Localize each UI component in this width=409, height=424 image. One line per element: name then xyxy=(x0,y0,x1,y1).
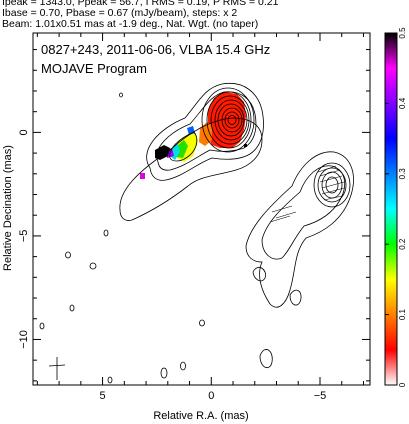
plot-frame xyxy=(32,32,371,386)
noise-contour-a xyxy=(119,92,123,98)
noise-contour-d xyxy=(89,262,97,270)
x-axis-label: Relative R.A. (mas) xyxy=(153,410,248,422)
colorbar-tick-label: 0.4 xyxy=(398,97,407,109)
y-tick-label: −10 xyxy=(18,330,30,349)
core-contour-1 xyxy=(201,87,255,153)
y-axis-label: Relative Decination (mas) xyxy=(2,145,14,271)
x-tick-label: −5 xyxy=(314,390,327,402)
image-region xyxy=(39,82,354,384)
x-tick-label: 5 xyxy=(100,390,106,402)
axis-tick-labels: 5 0 −5 0 −5 −10 xyxy=(18,129,326,402)
noise-contour-g xyxy=(199,319,205,327)
header-line-3: Beam: 1.01x0.51 mas at -1.9 deg., Nat. W… xyxy=(2,18,259,30)
core-contour-6 xyxy=(221,107,243,133)
header-line-2: Ibase = 0.70, Pbase = 0.67 (mJy/beam), s… xyxy=(2,7,238,19)
polarization-jet-colors xyxy=(140,92,247,179)
pol-red-core xyxy=(208,92,246,148)
knot-pol-vectors xyxy=(269,165,345,223)
knot-contour-1 xyxy=(313,162,351,208)
colorbar-tick-label: 0.2 xyxy=(398,238,407,250)
noise-contour-b xyxy=(103,229,109,237)
y-tick-label: −5 xyxy=(18,230,30,243)
axis-ticks xyxy=(33,33,370,385)
y-tick-label: 0 xyxy=(18,129,30,135)
pol-magenta-dot xyxy=(140,173,145,179)
noise-contour-i xyxy=(160,367,168,379)
noise-contour-m xyxy=(259,349,273,369)
chart-subtitle: MOJAVE Program xyxy=(41,61,147,76)
colorbar-tick-label: 0.3 xyxy=(398,168,407,180)
noise-contour-j xyxy=(107,376,113,384)
pol-black-dot xyxy=(244,144,247,147)
contour-southwest-2 xyxy=(261,165,346,260)
core-contour-5 xyxy=(217,103,245,137)
colorbar xyxy=(384,32,398,386)
core-contour-2 xyxy=(206,91,252,149)
pol-green-region xyxy=(177,140,188,158)
colorbar-ticks: 0 0.1 0.2 0.3 0.4 0.5 xyxy=(385,27,407,387)
noise-contour-h xyxy=(180,361,186,371)
contour-wide-halo xyxy=(119,117,263,221)
core-contour-8 xyxy=(227,115,237,125)
noise-contour-c xyxy=(65,251,71,259)
core-contour-7 xyxy=(224,111,240,129)
chart-title: 0827+243, 2011-06-06, VLBA 15.4 GHz xyxy=(41,42,270,57)
knot-contour-4 xyxy=(325,176,339,194)
contour-southwest-extension xyxy=(245,151,354,308)
header-line-1: Ipeak = 1343.0, Ppeak = 56.7, I RMS = 0.… xyxy=(2,0,279,8)
noise-contour-f xyxy=(39,322,45,330)
noise-contour-l xyxy=(289,289,302,306)
noise-contour-e xyxy=(69,304,75,312)
colorbar-tick-label: 0 xyxy=(398,382,407,387)
noise-contour-k xyxy=(252,266,266,282)
pol-orange-region xyxy=(199,122,212,146)
contour-outer-jet xyxy=(146,82,264,181)
beam-marker xyxy=(48,357,66,380)
core-contour-3 xyxy=(210,95,250,145)
colorbar-tick-label: 0.1 xyxy=(398,308,407,320)
contour-jet-3 xyxy=(169,131,198,162)
knot-contour-2 xyxy=(317,167,347,203)
colorbar-tick-label: 0.5 xyxy=(398,27,407,39)
core-contour-4 xyxy=(214,99,248,141)
x-tick-label: 0 xyxy=(208,390,214,402)
intensity-contours xyxy=(39,82,354,384)
contour-jet-2 xyxy=(156,91,257,171)
